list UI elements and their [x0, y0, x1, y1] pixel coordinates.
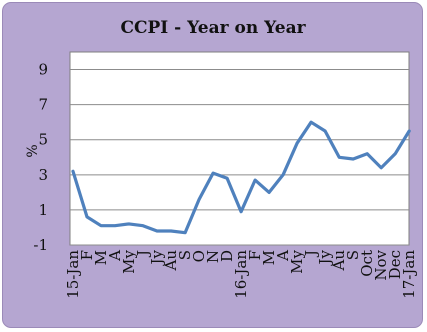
x-tick-label: N: [204, 250, 222, 263]
y-tick-label: -1: [33, 236, 48, 254]
y-tick-label: 1: [38, 201, 48, 219]
x-tick-label: 15-Jan: [64, 250, 82, 299]
data-point: [156, 230, 158, 232]
chart-title: CCPI - Year on Year: [120, 18, 306, 38]
x-tick-label: F: [246, 250, 264, 260]
data-point: [394, 153, 396, 155]
x-tick-label: 17-Jan: [400, 250, 418, 299]
data-point: [324, 130, 326, 132]
data-point: [142, 225, 144, 227]
x-tick-label: M: [92, 250, 110, 265]
data-point: [282, 174, 284, 176]
data-point: [212, 172, 214, 174]
x-tick-label: A: [106, 250, 124, 262]
data-point: [72, 170, 74, 172]
gridlines: [70, 69, 409, 246]
data-point: [184, 232, 186, 234]
data-point: [86, 216, 88, 218]
x-tick-label: Jy: [316, 249, 334, 266]
y-tick-label: 3: [38, 166, 48, 184]
data-point: [240, 211, 242, 213]
y-tick-label: 5: [38, 131, 48, 149]
y-tick-label: 9: [38, 61, 48, 79]
x-tick-label: M: [260, 250, 278, 265]
x-tick-label: Au: [162, 250, 180, 272]
x-tick-label: Au: [330, 250, 348, 272]
y-axis-label: %: [25, 144, 41, 157]
data-point: [338, 156, 340, 158]
x-tick-label: J: [302, 250, 320, 258]
data-point: [226, 177, 228, 179]
x-tick-label: J: [134, 250, 152, 258]
x-tick-label: Oct: [358, 250, 376, 277]
y-axis-ticks: -1 1 3 5 7 9: [33, 61, 48, 254]
data-point: [114, 225, 116, 227]
x-tick-label: Dec: [386, 250, 404, 279]
data-point: [380, 167, 382, 169]
plot-area: [69, 51, 410, 246]
x-tick-label: My: [120, 249, 138, 273]
data-point: [408, 130, 410, 132]
x-tick-label: A: [274, 250, 292, 262]
data-point: [366, 153, 368, 155]
data-point: [198, 198, 200, 200]
data-point: [310, 121, 312, 123]
x-tick-label: My: [288, 249, 306, 273]
x-tick-label: Jy: [148, 249, 166, 266]
x-tick-label: O: [190, 250, 208, 262]
series-group: [71, 120, 411, 235]
y-tick-label: 7: [38, 96, 48, 114]
data-point: [128, 223, 130, 225]
x-tick-label: S: [344, 250, 362, 260]
data-point: [352, 158, 354, 160]
x-tick-label: 16-Jan: [232, 250, 250, 299]
x-axis-ticks: 15-JanFMAMyJJyAuSOND16-JanFMAMyJJyAuSOct…: [64, 249, 418, 298]
x-tick-label: Nov: [372, 249, 390, 280]
x-tick-label: S: [176, 250, 194, 260]
x-tick-label: F: [78, 250, 96, 260]
data-point: [296, 142, 298, 144]
data-point: [170, 230, 172, 232]
data-point: [254, 179, 256, 181]
data-point: [100, 225, 102, 227]
chart-frame: CCPI - Year on Year -1 1 3 5 7 9 % 15-Jan F M A M…: [2, 2, 423, 328]
x-tick-label: D: [218, 250, 236, 262]
data-point: [268, 191, 270, 193]
